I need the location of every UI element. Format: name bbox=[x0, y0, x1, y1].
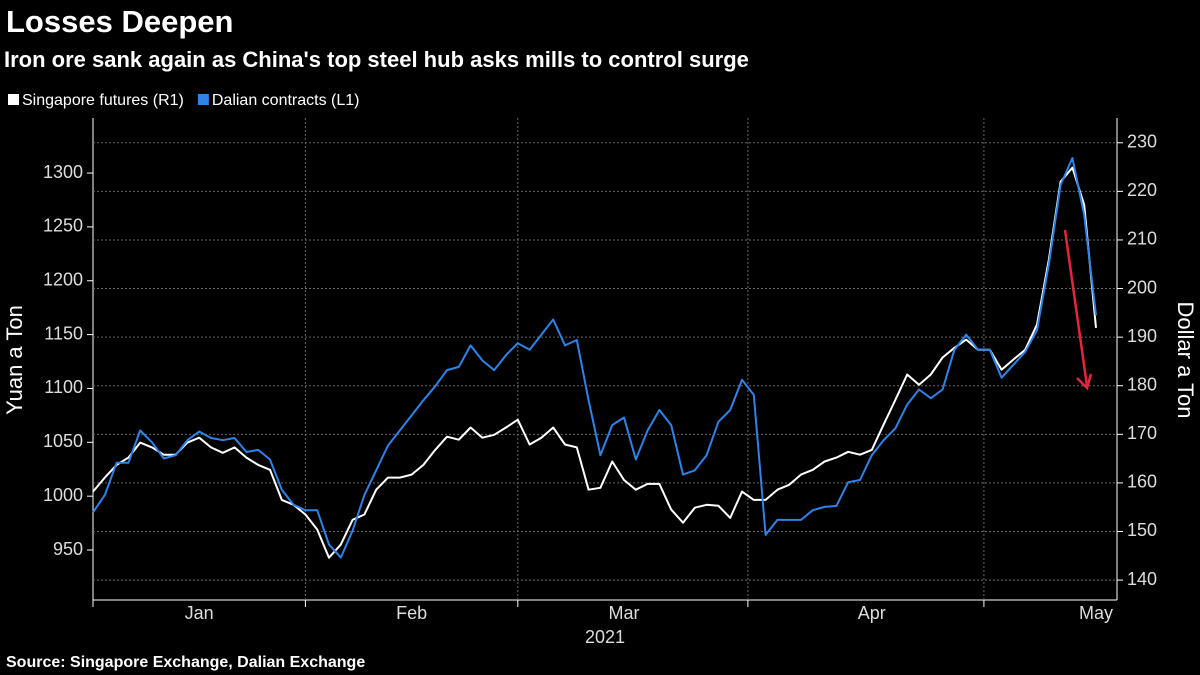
y-tick-label: 1300 bbox=[43, 162, 83, 182]
annotation-arrowhead bbox=[1076, 373, 1093, 391]
y2-tick-label: 230 bbox=[1127, 132, 1157, 152]
y-tick-label: 1200 bbox=[43, 269, 83, 289]
y-tick-label: 1250 bbox=[43, 216, 83, 236]
y2-tick-label: 150 bbox=[1127, 520, 1157, 540]
chart-title: Losses Deepen bbox=[6, 4, 233, 39]
y2-tick-label: 160 bbox=[1127, 472, 1157, 492]
x-tick-label: Jan bbox=[185, 603, 214, 623]
legend-swatch bbox=[197, 94, 209, 105]
y2-tick-label: 200 bbox=[1127, 277, 1157, 297]
legend-swatch bbox=[8, 94, 19, 105]
legend-label: Dalian contracts (L1) bbox=[212, 92, 360, 109]
y-tick-label: 950 bbox=[53, 539, 83, 559]
legend-label: Singapore futures (R1) bbox=[22, 92, 184, 109]
x-tick-label: Mar bbox=[609, 603, 640, 623]
y2-tick-label: 190 bbox=[1127, 326, 1157, 346]
y2-tick-label: 170 bbox=[1127, 423, 1157, 443]
x-tick-label: Feb bbox=[396, 603, 427, 623]
y2-axis-label: Dollar a Ton bbox=[1173, 302, 1198, 419]
y-tick-label: 1000 bbox=[43, 485, 83, 505]
x-axis-label: 2021 bbox=[585, 627, 625, 647]
y-tick-label: 1050 bbox=[43, 431, 83, 451]
y2-tick-label: 140 bbox=[1127, 569, 1157, 589]
y-tick-label: 1100 bbox=[44, 377, 83, 397]
series-line bbox=[92, 157, 1097, 559]
annotation-arrow bbox=[1063, 229, 1089, 387]
source: Source: Singapore Exchange, Dalian Excha… bbox=[6, 654, 365, 671]
y2-tick-label: 210 bbox=[1127, 229, 1157, 249]
x-tick-label: May bbox=[1079, 603, 1113, 623]
y-axis-label: Yuan a Ton bbox=[2, 305, 27, 415]
series-line bbox=[92, 166, 1097, 559]
x-tick-label: Apr bbox=[858, 603, 886, 623]
y2-tick-label: 220 bbox=[1127, 180, 1157, 200]
y-tick-label: 1150 bbox=[44, 323, 83, 343]
y2-tick-label: 180 bbox=[1127, 374, 1157, 394]
chart-subtitle: Iron ore sank again as China's top steel… bbox=[4, 47, 749, 72]
